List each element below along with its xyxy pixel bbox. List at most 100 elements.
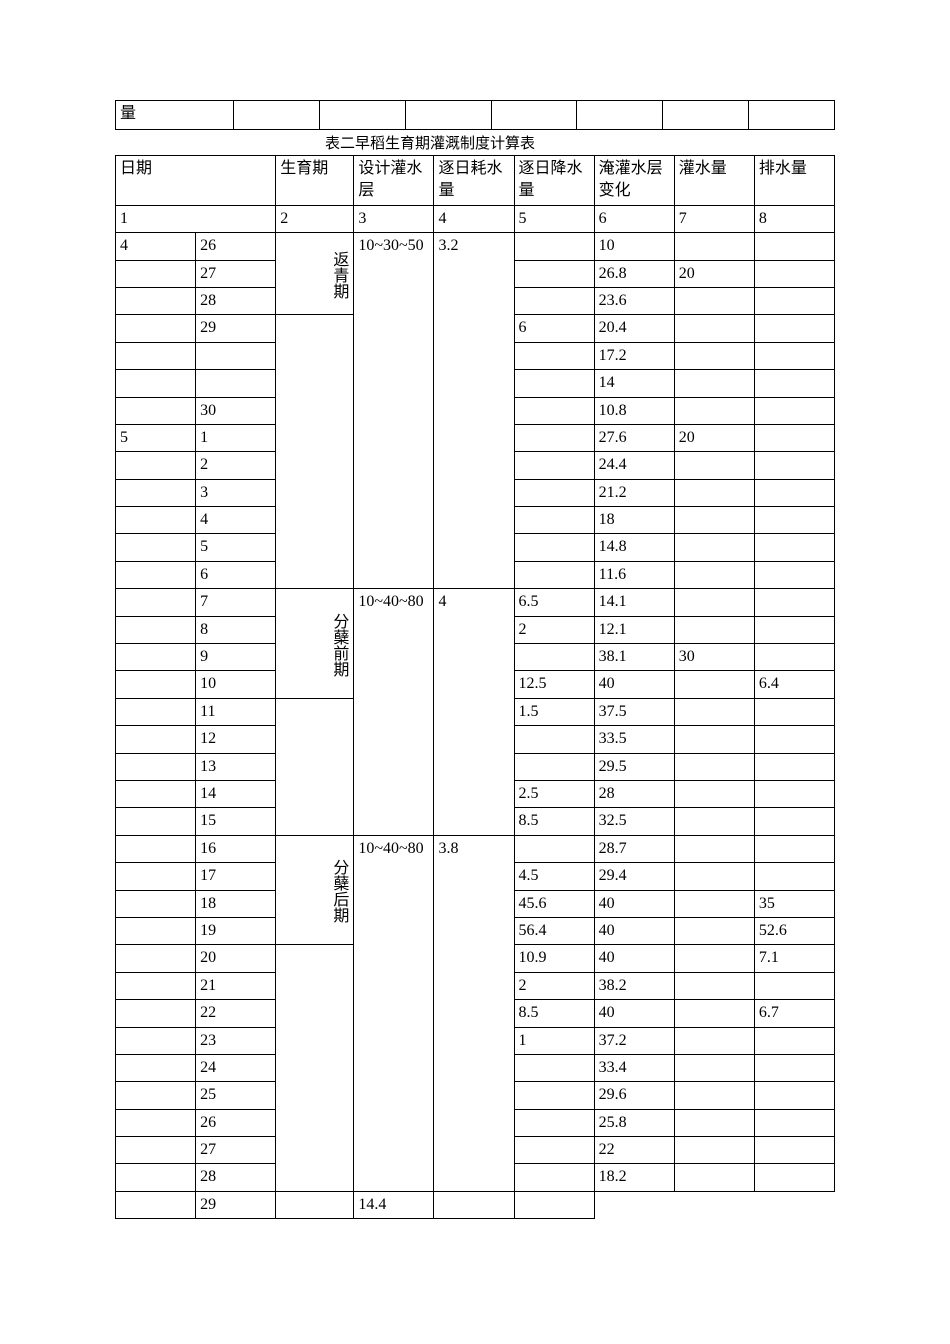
empty-cell (319, 101, 405, 130)
drainage-cell (754, 370, 834, 397)
period-cell: 分蘖后期 (276, 835, 354, 945)
flood-cell: 33.5 (594, 726, 674, 753)
month-cell (116, 452, 196, 479)
flood-cell: 23.6 (594, 287, 674, 314)
month-cell (116, 1191, 196, 1218)
irrigation-cell (674, 698, 754, 725)
month-cell (116, 260, 196, 287)
month-cell (116, 972, 196, 999)
colnum-cell: 7 (674, 205, 754, 232)
irrigation-cell (674, 233, 754, 260)
day-cell: 28 (196, 287, 276, 314)
month-cell (116, 808, 196, 835)
flood-cell: 29.6 (594, 1082, 674, 1109)
month-cell (116, 644, 196, 671)
top-label: 量 (116, 101, 234, 130)
day-cell: 15 (196, 808, 276, 835)
flood-cell: 38.1 (594, 644, 674, 671)
day-cell: 17 (196, 863, 276, 890)
drainage-cell (754, 1027, 834, 1054)
empty-cell (234, 101, 320, 130)
colnum-cell: 5 (514, 205, 594, 232)
irrigation-cell (674, 287, 754, 314)
header-irrig: 灌水量 (674, 156, 754, 206)
irrigation-cell (674, 753, 754, 780)
month-cell (116, 1000, 196, 1027)
rain-cell (514, 370, 594, 397)
rain-cell (514, 835, 594, 862)
drainage-cell: 52.6 (754, 917, 834, 944)
rain-cell (514, 452, 594, 479)
header-date: 日期 (116, 156, 276, 206)
design-cell: 10~30~50 (354, 233, 434, 589)
rain-cell: 56.4 (514, 917, 594, 944)
day-cell: 7 (196, 589, 276, 616)
irrigation-cell (674, 726, 754, 753)
month-cell (116, 1054, 196, 1081)
rain-cell: 6.5 (514, 589, 594, 616)
drainage-cell (754, 644, 834, 671)
day-cell: 24 (196, 1054, 276, 1081)
month-cell (116, 917, 196, 944)
rain-cell (514, 1137, 594, 1164)
rain-cell (514, 726, 594, 753)
month-cell (116, 1164, 196, 1191)
month-cell (116, 671, 196, 698)
irrigation-cell (674, 863, 754, 890)
irrigation-cell (674, 1164, 754, 1191)
day-cell: 11 (196, 698, 276, 725)
drainage-cell: 35 (754, 890, 834, 917)
drainage-cell (754, 507, 834, 534)
irrigation-cell (674, 945, 754, 972)
day-cell: 4 (196, 507, 276, 534)
colnum-cell: 1 (116, 205, 276, 232)
drainage-cell: 7.1 (754, 945, 834, 972)
irrigation-cell (674, 917, 754, 944)
day-cell: 5 (196, 534, 276, 561)
irrigation-cell (674, 342, 754, 369)
day-cell: 26 (196, 1109, 276, 1136)
rain-cell (514, 397, 594, 424)
header-consume: 逐日耗水量 (434, 156, 514, 206)
month-cell (116, 507, 196, 534)
empty-cell (663, 101, 749, 130)
month-cell (116, 1082, 196, 1109)
rain-cell: 6 (514, 315, 594, 342)
rain-cell (514, 287, 594, 314)
day-cell: 21 (196, 972, 276, 999)
day-cell (196, 370, 276, 397)
table-row: 426返青期10~30~503.210 (116, 233, 835, 260)
drainage-cell (754, 260, 834, 287)
month-cell (116, 589, 196, 616)
flood-cell: 29.4 (594, 863, 674, 890)
flood-cell: 12.1 (594, 616, 674, 643)
drainage-cell (754, 972, 834, 999)
flood-cell: 40 (594, 1000, 674, 1027)
flood-cell: 25.8 (594, 1109, 674, 1136)
irrigation-cell (674, 589, 754, 616)
flood-cell: 18.2 (594, 1164, 674, 1191)
day-cell: 3 (196, 479, 276, 506)
irrigation-cell (674, 561, 754, 588)
flood-cell: 28 (594, 780, 674, 807)
drainage-cell (754, 1109, 834, 1136)
rain-cell: 2.5 (514, 780, 594, 807)
consume-cell: 3.2 (434, 233, 514, 589)
day-cell: 19 (196, 917, 276, 944)
design-cell: 10~40~80 (354, 835, 434, 1191)
table-row: 量 (116, 101, 835, 130)
irrigation-cell (674, 1000, 754, 1027)
month-cell (116, 863, 196, 890)
irrigation-cell: 20 (674, 424, 754, 451)
irrigation-cell (674, 397, 754, 424)
flood-cell: 14.1 (594, 589, 674, 616)
irrigation-cell (674, 780, 754, 807)
irrigation-cell (434, 1191, 514, 1218)
drainage-cell (754, 233, 834, 260)
empty-cell (749, 101, 835, 130)
irrigation-cell (674, 534, 754, 561)
irrigation-cell (674, 616, 754, 643)
header-row: 日期 生育期 设计灌水层 逐日耗水量 逐日降水量 淹灌水层变化 灌水量 排水量 (116, 156, 835, 206)
rain-cell: 1 (514, 1027, 594, 1054)
drainage-cell (754, 561, 834, 588)
